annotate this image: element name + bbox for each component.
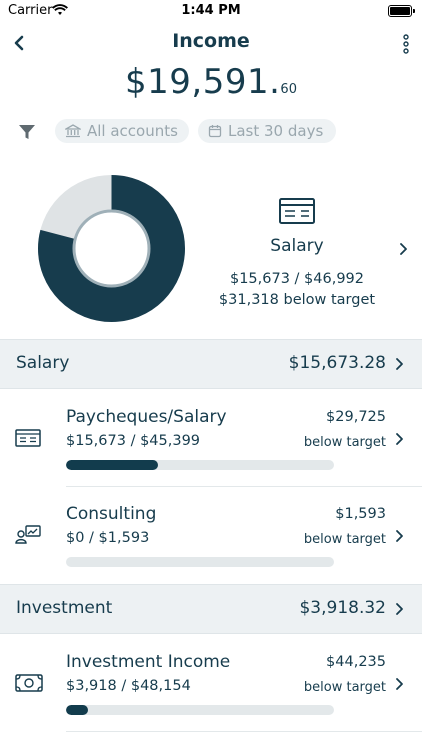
period-filter-label: Last 30 days xyxy=(228,122,324,140)
wifi-icon xyxy=(52,4,68,15)
row-note: below target xyxy=(303,435,386,450)
section-total: $15,673.28 xyxy=(288,353,386,373)
progress-bar xyxy=(66,705,334,715)
clock: 1:44 PM xyxy=(181,3,241,18)
summary-status: $31,318 below target xyxy=(218,292,376,308)
calendar-icon xyxy=(208,125,222,138)
page-title: Income xyxy=(172,30,250,52)
section-header-investment[interactable]: Investment $3,918.32 xyxy=(0,584,422,634)
back-chevron-icon[interactable] xyxy=(10,33,30,53)
progress-fill xyxy=(66,705,88,715)
divider xyxy=(66,731,422,732)
progress-bar xyxy=(66,460,334,470)
row-value: $1,593 xyxy=(335,506,386,522)
row-progress: $0 / $1,593 xyxy=(66,530,150,546)
income-total: $19,591.60 xyxy=(0,62,422,102)
chevron-right-icon xyxy=(396,433,403,445)
chevron-right-icon xyxy=(396,530,403,542)
row-name: Consulting xyxy=(66,504,157,524)
chevron-right-icon[interactable] xyxy=(398,242,408,256)
section-total: $3,918.32 xyxy=(299,598,386,618)
chevron-right-icon xyxy=(396,358,403,370)
row-progress: $3,918 / $48,154 xyxy=(66,678,191,694)
row-name: Investment Income xyxy=(66,652,231,672)
accounts-filter[interactable]: All accounts xyxy=(55,119,189,143)
summary-progress: $15,673 / $46,992 xyxy=(229,271,365,287)
row-note: below target xyxy=(303,532,386,547)
bank-icon xyxy=(65,124,81,138)
section-label: Salary xyxy=(16,353,70,373)
cash-icon xyxy=(15,674,43,692)
income-total-main: $19,591. xyxy=(125,62,281,102)
list-item-consulting[interactable]: Consulting $0 / $1,593 $1,593 below targ… xyxy=(0,487,422,583)
carrier-label: Carrier xyxy=(8,3,53,18)
filter-icon[interactable] xyxy=(17,122,37,142)
consulting-icon xyxy=(15,525,41,544)
row-name: Paycheques/Salary xyxy=(66,407,227,427)
status-bar: Carrier 1:44 PM xyxy=(0,0,422,22)
summary-category: Salary xyxy=(270,236,324,256)
chevron-right-icon xyxy=(396,678,403,690)
chevron-right-icon xyxy=(396,603,403,615)
list-item-investment-income[interactable]: Investment Income $3,918 / $48,154 $44,2… xyxy=(0,635,422,731)
donut-inner-ring xyxy=(72,209,151,288)
salary-card-icon xyxy=(279,198,315,224)
list-item-paycheques[interactable]: Paycheques/Salary $15,673 / $45,399 $29,… xyxy=(0,390,422,486)
progress-bar xyxy=(66,557,334,567)
row-progress: $15,673 / $45,399 xyxy=(66,433,201,449)
row-value: $44,235 xyxy=(326,654,386,670)
divider xyxy=(66,486,422,487)
income-total-cents: 60 xyxy=(280,82,297,97)
period-filter[interactable]: Last 30 days xyxy=(198,119,336,143)
more-options-icon[interactable] xyxy=(402,33,410,55)
section-label: Investment xyxy=(16,598,113,618)
row-note: below target xyxy=(303,680,386,695)
accounts-filter-label: All accounts xyxy=(87,122,178,140)
section-header-salary[interactable]: Salary $15,673.28 xyxy=(0,339,422,389)
paycheque-icon xyxy=(15,429,41,447)
income-donut-chart[interactable] xyxy=(38,175,185,322)
row-value: $29,725 xyxy=(326,409,386,425)
battery-icon xyxy=(388,5,415,17)
progress-fill xyxy=(66,460,159,470)
donut-salary-segment xyxy=(38,175,185,322)
